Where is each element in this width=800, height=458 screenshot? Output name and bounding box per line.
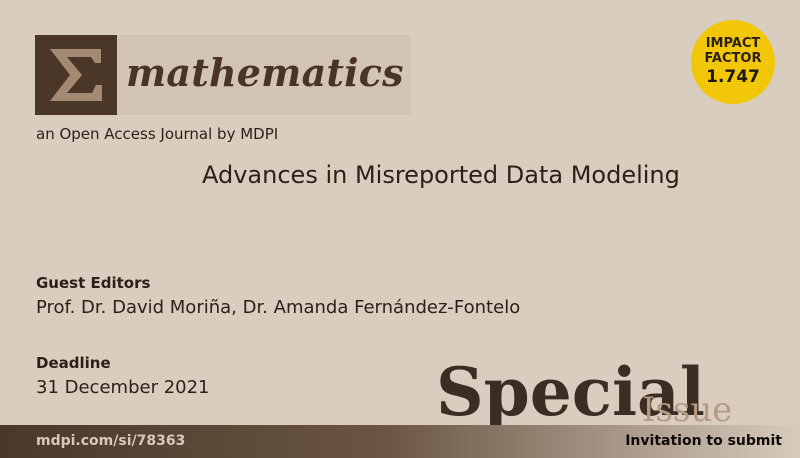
journal-logo	[35, 35, 117, 115]
journal-title: mathematics	[126, 50, 404, 95]
footer-bar: mdpi.com/si/78363 Invitation to submit	[0, 425, 800, 458]
publisher-line: an Open Access Journal by MDPI	[36, 125, 279, 143]
impact-factor-badge: IMPACT FACTOR 1.747	[691, 20, 775, 104]
guest-editors-heading: Guest Editors	[36, 274, 151, 292]
impact-factor-value: 1.747	[706, 66, 760, 87]
invitation-to-submit: Invitation to submit	[625, 433, 782, 449]
deadline-heading: Deadline	[36, 354, 111, 372]
deadline-date: 31 December 2021	[36, 377, 210, 398]
journal-logo-bar	[117, 35, 410, 115]
impact-label-line2: FACTOR	[704, 50, 762, 66]
special-issue-title: Advances in Misreported Data Modeling	[202, 161, 680, 189]
special-word: Special	[436, 353, 705, 431]
sigma-icon	[50, 49, 102, 101]
impact-label-line1: IMPACT	[705, 36, 761, 52]
issue-word: Issue	[642, 390, 733, 430]
special-issue-link[interactable]: mdpi.com/si/78363	[36, 433, 186, 449]
guest-editors-names: Prof. Dr. David Moriña, Dr. Amanda Ferná…	[36, 297, 521, 318]
